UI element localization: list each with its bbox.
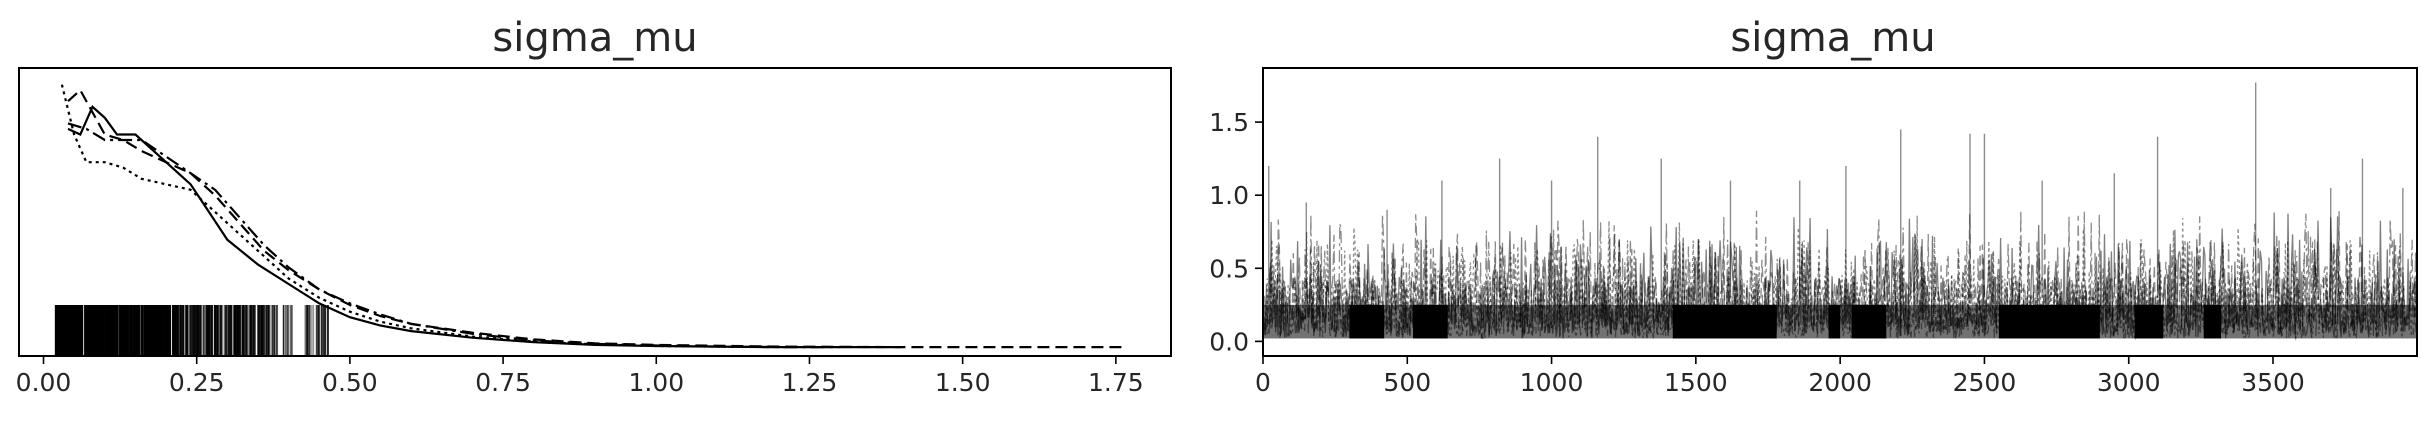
trace-panel: sigma_mu 0 500 1000 1500 2000 2500 3000 3500 0.… [1209, 15, 2418, 397]
trace-dense-block [1828, 304, 1841, 339]
density-x-tick-label: 0.00 [16, 368, 72, 397]
rug-plot [54, 305, 329, 356]
trace-y-axis: 0.0 0.5 1.0 1.5 [1209, 108, 1263, 356]
trace-title: sigma_mu [1730, 15, 1935, 61]
density-x-tick-label: 1.00 [628, 368, 684, 397]
density-x-tick-label: 1.25 [782, 368, 838, 397]
trace-x-tick-label: 3000 [2097, 368, 2161, 397]
trace-line-chain-4 [1263, 215, 2418, 341]
density-x-tick-label: 0.75 [475, 368, 531, 397]
density-x-axis: 0.00 0.25 0.50 0.75 1.00 1.25 1.50 1.75 [16, 356, 1144, 397]
density-plot-area [54, 84, 1122, 356]
trace-x-tick-label: 1500 [1664, 368, 1728, 397]
trace-line-chain-1 [1262, 212, 2417, 339]
trace-y-tick-label: 0.0 [1209, 327, 1249, 356]
trace-x-tick-label: 2500 [1953, 368, 2017, 397]
density-panel: sigma_mu 0.00 0.25 0.50 0.75 1.00 1.25 1.50 1.7… [16, 15, 1172, 397]
density-x-tick-label: 0.50 [322, 368, 378, 397]
trace-x-tick-label: 3500 [2241, 368, 2305, 397]
density-x-tick-label: 1.50 [935, 368, 991, 397]
trace-plot-area [1262, 82, 2418, 341]
trace-y-tick-label: 1.5 [1209, 108, 1249, 137]
density-line-chain-4 [60, 84, 779, 349]
trace-x-tick-label: 1000 [1520, 368, 1584, 397]
density-title: sigma_mu [492, 15, 697, 61]
trace-y-tick-label: 1.0 [1209, 181, 1249, 210]
trace-x-tick-label: 0 [1255, 368, 1271, 397]
trace-x-tick-label: 500 [1383, 368, 1431, 397]
density-x-tick-label: 1.75 [1088, 368, 1144, 397]
trace-x-tick-label: 2000 [1808, 368, 1872, 397]
density-axes-frame [18, 67, 1172, 357]
density-line-chain-3 [67, 122, 841, 349]
density-x-tick-label: 0.25 [169, 368, 225, 397]
trace-line-chain-3 [1263, 210, 2418, 341]
trace-y-tick-label: 0.5 [1209, 254, 1249, 283]
trace-x-axis: 0 500 1000 1500 2000 2500 3000 3500 [1255, 356, 2305, 397]
trace-line-chain-2 [1262, 210, 2418, 340]
